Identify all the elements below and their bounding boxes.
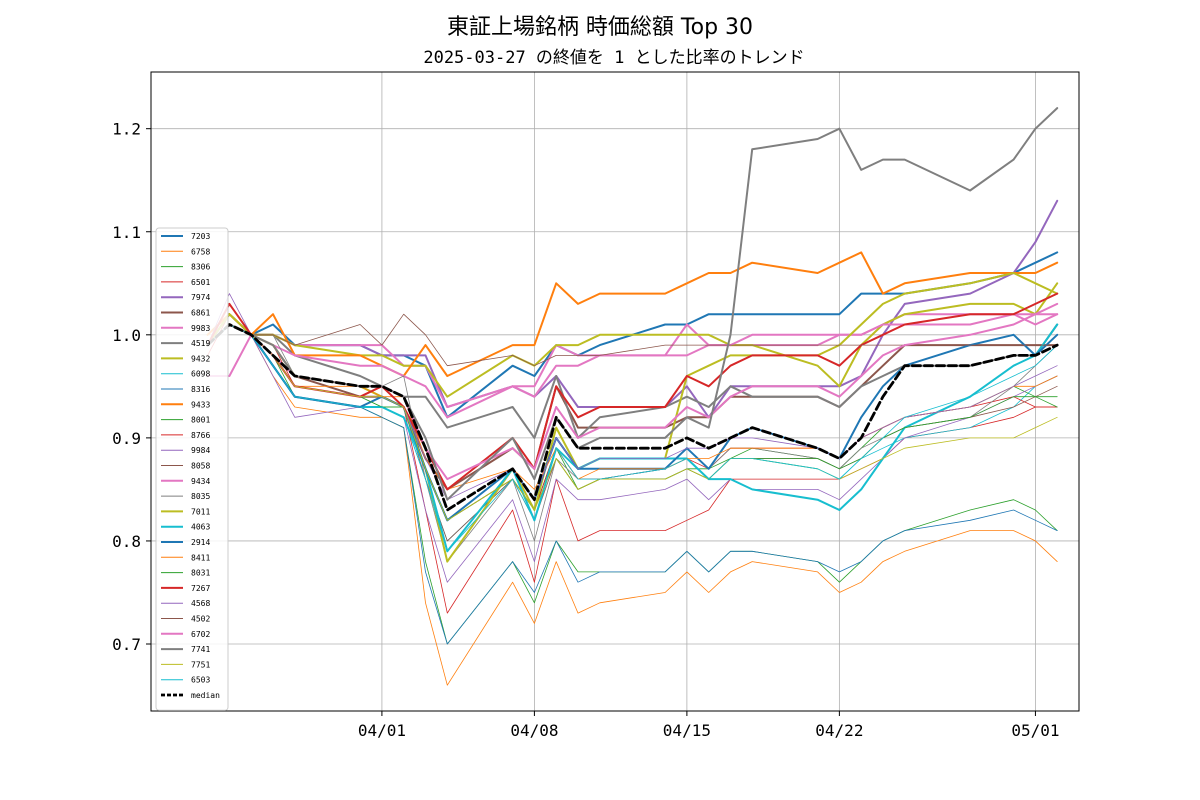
- legend-label: median: [191, 691, 220, 700]
- legend-label: 7267: [191, 584, 210, 593]
- legend-label: 8058: [191, 462, 210, 471]
- x-axis: 04/01 04/08 04/15 04/22 05/01: [358, 711, 1060, 740]
- series-line-6702: [206, 302, 1059, 481]
- legend-label: 8411: [191, 553, 210, 562]
- y-tick-label: 1.0: [112, 326, 141, 345]
- series-line-9433: [206, 251, 1059, 377]
- series-line-7974: [206, 199, 1059, 419]
- x-tick-label: 04/08: [510, 721, 558, 740]
- legend-label: 4063: [191, 523, 210, 532]
- plot-area: [150, 71, 1080, 712]
- legend-label: 7011: [191, 507, 210, 516]
- legend-label: 4519: [191, 339, 210, 348]
- legend-label: 6501: [191, 278, 210, 287]
- legend: 7203 6758 8306 6501 7974 6861 9983 4519 9432 6098…: [155, 227, 229, 711]
- legend-label: 8031: [191, 569, 210, 578]
- legend-label: 6098: [191, 370, 210, 379]
- legend-label: 7751: [191, 660, 210, 669]
- series-line-7267: [206, 292, 1059, 491]
- legend-label: 6702: [191, 630, 210, 639]
- series-line-median: [206, 323, 1059, 512]
- series-line-9432: [206, 282, 1059, 398]
- y-tick-label: 1.1: [112, 223, 141, 242]
- series-line-9984: [207, 293, 1058, 583]
- legend-label: 6503: [191, 676, 210, 685]
- legend-label: 9434: [191, 477, 210, 486]
- y-tick-label: 1.2: [112, 120, 141, 139]
- legend-label: 9432: [191, 354, 210, 363]
- x-tick-label: 04/01: [358, 721, 406, 740]
- series-line-8316: [207, 324, 1058, 645]
- chart-title: 東証上場銘柄 時価総額 Top 30: [447, 15, 753, 40]
- legend-label: 2914: [191, 538, 210, 547]
- series-lines: [206, 107, 1059, 686]
- legend-box: [155, 227, 229, 711]
- series-line-7011: [206, 272, 1059, 563]
- series-line-2914: [206, 323, 1059, 522]
- legend-label: 9433: [191, 400, 210, 409]
- series-line-6503: [207, 324, 1058, 552]
- series-line-8031: [207, 324, 1058, 521]
- x-tick-label: 05/01: [1011, 721, 1059, 740]
- legend-label: 4502: [191, 615, 210, 624]
- series-line-7741: [206, 107, 1059, 501]
- series-line-4502: [207, 313, 1058, 367]
- series-line-6758: [207, 313, 1058, 686]
- series-line-8766: [207, 324, 1058, 521]
- y-axis: 0.7 0.8 0.9 1.0 1.1 1.2: [112, 120, 151, 654]
- legend-label: 8035: [191, 492, 210, 501]
- legend-label: 6861: [191, 309, 210, 318]
- series-line-8001: [207, 324, 1058, 521]
- legend-label: 9984: [191, 446, 210, 455]
- series-line-4519: [206, 313, 1059, 439]
- y-tick-label: 0.8: [112, 532, 141, 551]
- legend-label: 8766: [191, 431, 210, 440]
- legend-label: 8316: [191, 385, 210, 394]
- x-tick-label: 04/22: [815, 721, 863, 740]
- x-tick-label: 04/15: [663, 721, 711, 740]
- legend-label: 7741: [191, 645, 210, 654]
- series-line-7751: [207, 324, 1058, 521]
- legend-label: 7974: [191, 293, 210, 302]
- legend-label: 8306: [191, 263, 210, 272]
- legend-label: 4568: [191, 599, 210, 608]
- series-line-6501: [207, 313, 1058, 614]
- legend-label: 8001: [191, 416, 210, 425]
- legend-label: 6758: [191, 247, 210, 256]
- y-tick-label: 0.7: [112, 635, 141, 654]
- y-tick-label: 0.9: [112, 429, 141, 448]
- chart-subtitle: 2025-03-27 の終値を 1 とした比率のトレンド: [423, 48, 804, 68]
- legend-label: 9983: [191, 324, 210, 333]
- series-line-8306: [207, 324, 1058, 645]
- legend-label: 7203: [191, 232, 210, 241]
